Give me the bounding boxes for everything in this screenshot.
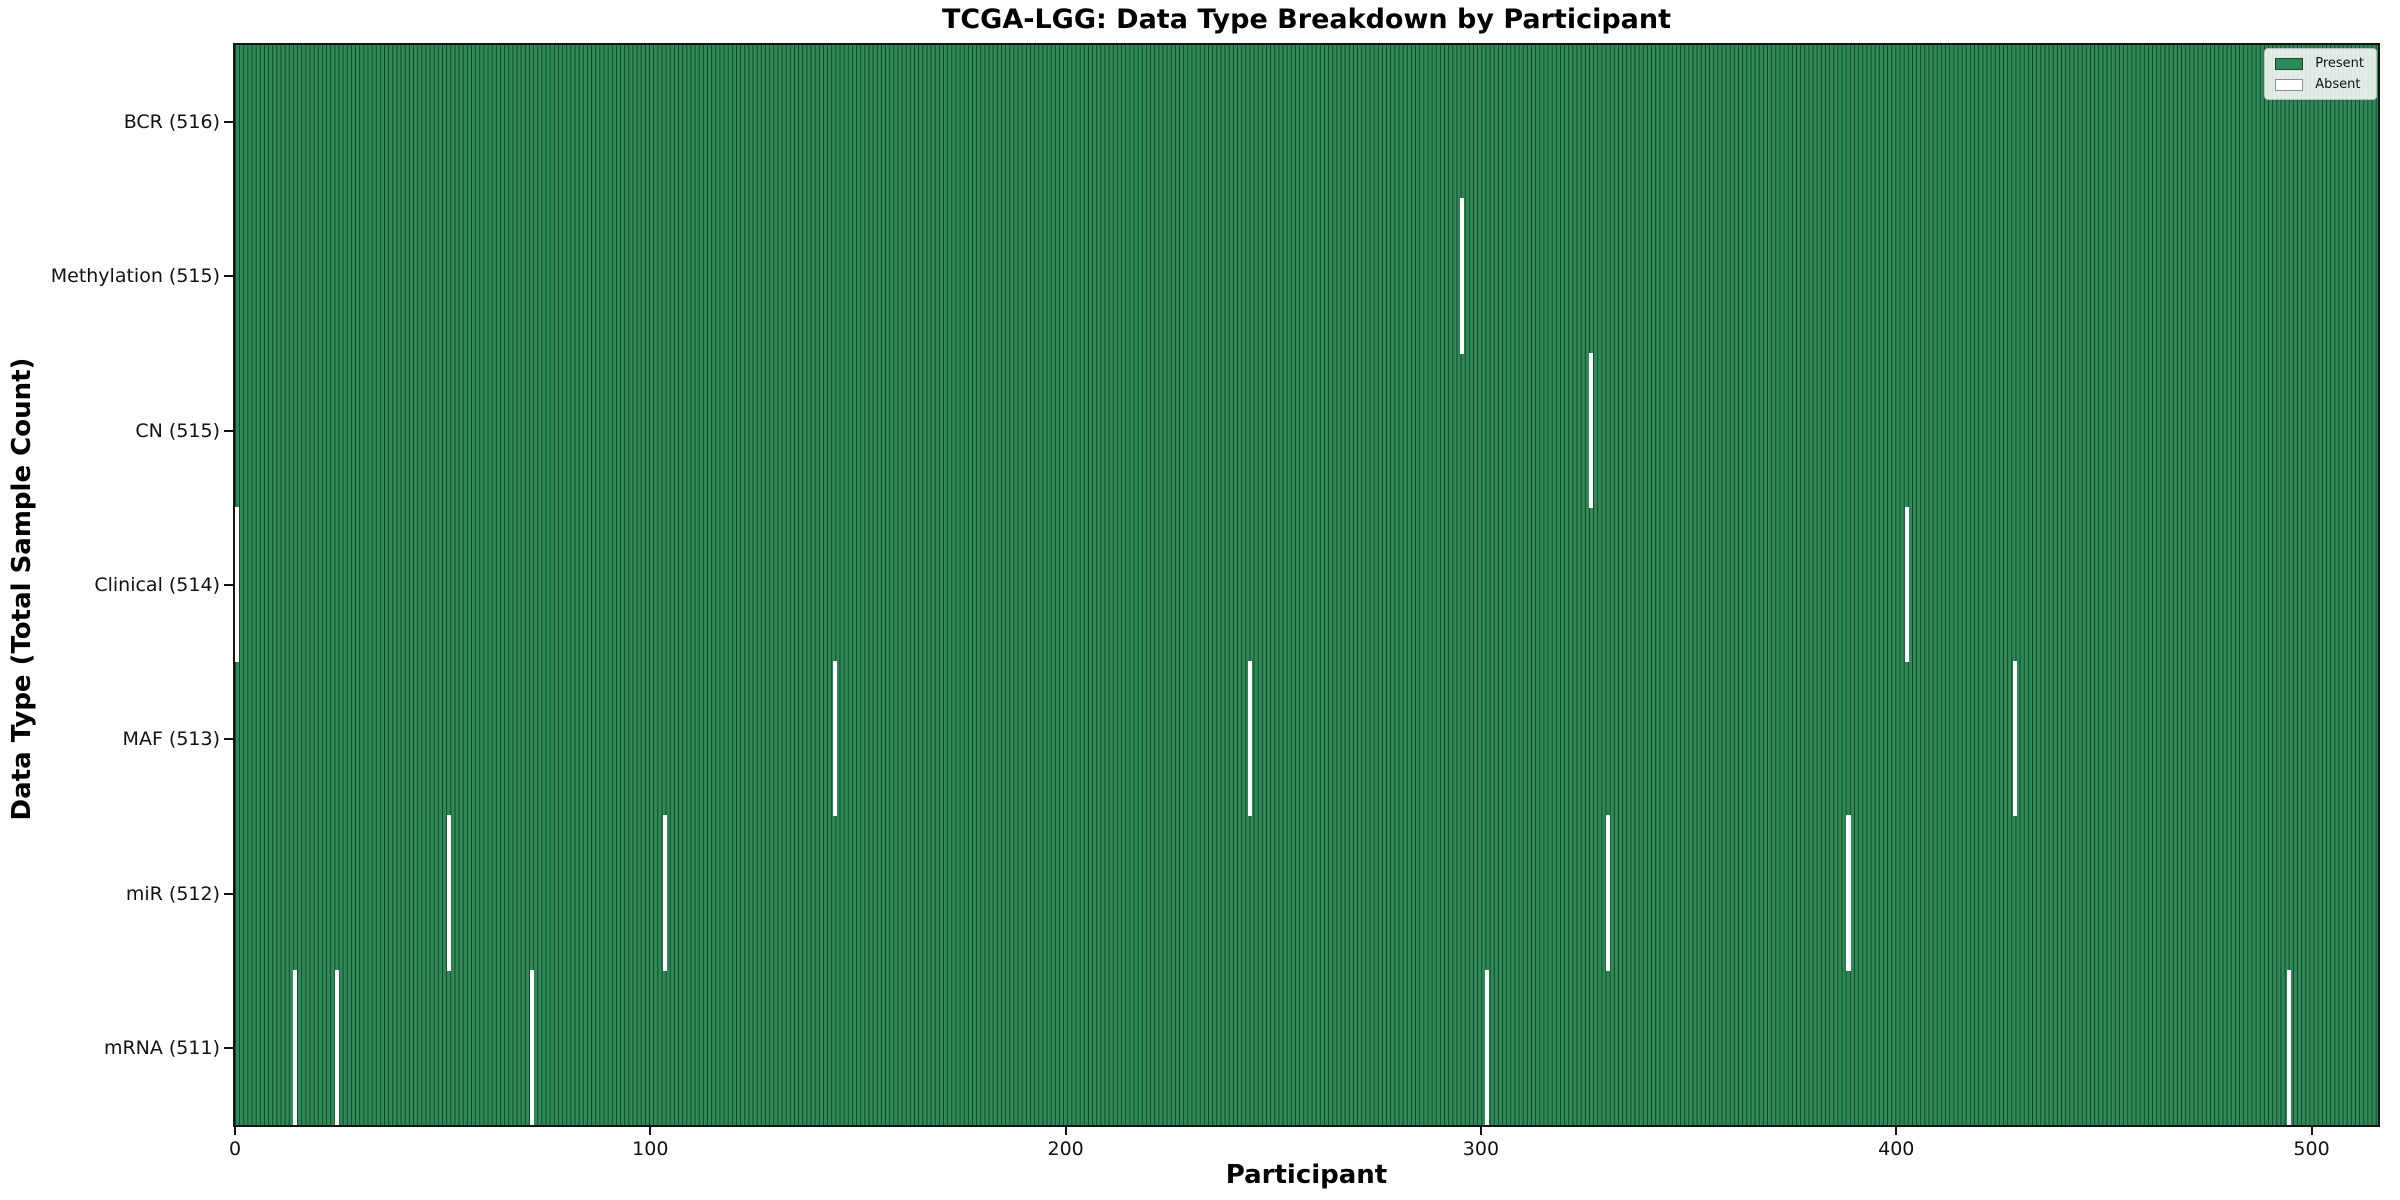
x-tick-mark	[1895, 1127, 1898, 1135]
heatmap-row	[235, 45, 2378, 200]
x-tick-mark	[2310, 1127, 2313, 1135]
legend-swatch	[2275, 78, 2304, 91]
x-tick-mark	[649, 1127, 652, 1135]
x-axis-title: Participant	[1225, 1160, 1388, 1190]
y-tick-label: Clinical (514)	[94, 574, 220, 596]
x-tick-mark	[1479, 1127, 1482, 1135]
x-tick-label: 500	[2293, 1138, 2330, 1160]
y-tick-label: Methylation (515)	[50, 265, 220, 288]
y-tick-mark	[224, 738, 233, 741]
y-tick-label: CN (515)	[135, 419, 220, 442]
y-tick-label: miR (512)	[125, 882, 220, 905]
heatmap-row	[235, 506, 2378, 663]
y-tick-mark	[224, 1046, 233, 1049]
legend-label: Present	[2315, 56, 2364, 71]
heatmap-row	[235, 352, 2378, 508]
x-tick-mark	[234, 1127, 236, 1135]
heatmap-row	[235, 969, 2378, 1125]
x-tick-label: 400	[1878, 1138, 1915, 1160]
y-axis-title: Data Type (Total Sample Count)	[7, 357, 37, 821]
y-tick-label: mRNA (511)	[103, 1036, 220, 1059]
x-tick-mark	[1064, 1127, 1067, 1135]
absent-gap	[833, 661, 838, 817]
y-tick-mark	[224, 892, 233, 895]
absent-gap	[1460, 198, 1465, 354]
absent-gap	[235, 506, 240, 663]
absent-gap	[1904, 506, 1909, 663]
heatmap-row	[235, 661, 2378, 817]
absent-gap	[1588, 352, 1594, 508]
absent-gap	[1846, 815, 1851, 971]
absent-gap	[662, 815, 667, 971]
legend-swatch	[2275, 57, 2304, 70]
y-tick-label: BCR (516)	[123, 111, 220, 134]
y-tick-label: MAF (513)	[122, 728, 220, 751]
plot-area: BCR (516) Methylation (515) CN (515) Clinic…	[51, 43, 2380, 1160]
chart-title: TCGA-LGG: Data Type Breakdown by Partici…	[941, 4, 1672, 35]
x-tick-label: 200	[1047, 1138, 1084, 1160]
absent-gap	[446, 815, 451, 971]
absent-gap	[293, 969, 298, 1125]
y-tick-mark	[224, 275, 233, 278]
y-tick-mark	[224, 429, 233, 432]
absent-gap	[529, 969, 534, 1125]
y-tick-mark	[224, 584, 233, 586]
legend-label: Absent	[2315, 77, 2361, 92]
heatmap-row	[235, 815, 2378, 971]
x-tick-label: 300	[1462, 1138, 1500, 1160]
y-tick-mark	[224, 121, 233, 124]
absent-gap	[334, 969, 339, 1125]
heatmap-row	[235, 198, 2378, 354]
absent-gap	[2286, 969, 2291, 1125]
x-tick-label: 100	[632, 1138, 669, 1160]
legend-item: Absent	[2275, 77, 2364, 92]
absent-gap	[1605, 815, 1610, 971]
absent-gap	[2012, 661, 2017, 817]
legend-item: Present	[2275, 56, 2364, 71]
x-tick-label: 0	[228, 1138, 242, 1160]
absent-gap	[1248, 661, 1253, 817]
legend: Present Absent	[2264, 48, 2377, 100]
absent-gap	[1485, 969, 1490, 1125]
